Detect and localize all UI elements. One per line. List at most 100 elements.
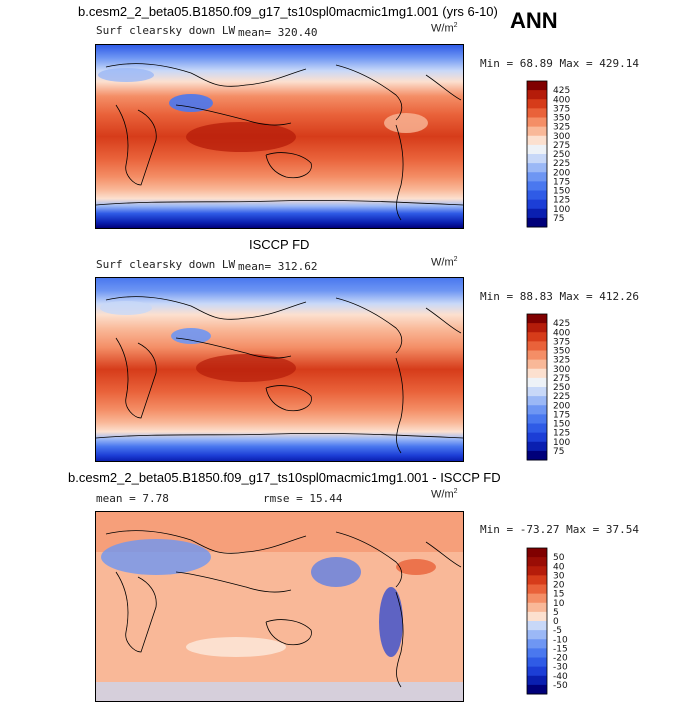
panel3-title: b.cesm2_2_beta05.B1850.f09_g17_ts10spl0m… [68, 470, 501, 485]
colorbar-bin [527, 666, 547, 677]
panel3-units: W/m2 [431, 488, 458, 501]
colorbar-tick-label: 200 [553, 401, 570, 411]
panel3-minmax: Min = -73.27 Max = 37.54 [480, 523, 639, 536]
colorbar-bin [527, 332, 547, 342]
colorbar-tick-label: 100 [553, 438, 570, 448]
colorbar-frame [526, 80, 548, 228]
colorbar-tick-label: 175 [553, 410, 570, 420]
colorbar-tick-label: 125 [553, 196, 570, 206]
panel1-map [95, 44, 464, 229]
colorbar-bin [527, 593, 547, 604]
colorbar-bin [527, 557, 547, 567]
panel2-mean: mean= 312.62 [238, 260, 318, 273]
colorbar-tick-label: -15 [553, 644, 568, 654]
panel1-units: W/m2 [431, 22, 458, 35]
colorbar-tick-label: 225 [553, 392, 570, 402]
colorbar-bin [527, 657, 547, 668]
colorbar-bin [527, 190, 547, 201]
colorbar-bin [527, 90, 547, 100]
colorbar-bin [527, 126, 547, 137]
colorbar-tick-label: 350 [553, 347, 570, 357]
colorbar-tick-label: 375 [553, 337, 570, 347]
colorbar-tick-label: 5 [553, 608, 559, 618]
colorbar-frame [526, 547, 548, 695]
colorbar-bin [527, 414, 547, 424]
colorbar-tick-label: 250 [553, 383, 570, 393]
colorbar-bin [527, 199, 547, 210]
colorbar-tick-label: 150 [553, 187, 570, 197]
colorbar-tick-label: 425 [553, 86, 570, 96]
colorbar-bin [527, 648, 547, 658]
colorbar-tick-label: -20 [553, 654, 568, 664]
colorbar-tick-label: 275 [553, 374, 570, 384]
colorbar-bin [527, 423, 547, 434]
colorbar-bin [527, 639, 547, 649]
colorbar-bin [527, 630, 547, 640]
colorbar-bin [527, 108, 547, 118]
panel2-variable: Surf clearsky down LW [96, 258, 236, 271]
colorbar-bin [527, 450, 547, 461]
colorbar-tick-label: 75 [553, 214, 564, 224]
colorbar-tick-label: 0 [553, 617, 559, 627]
colorbar-tick-label: -10 [553, 635, 568, 645]
panel1-minmax: Min = 68.89 Max = 429.14 [480, 57, 639, 70]
colorbar-bin [527, 396, 547, 406]
colorbar-bin [527, 548, 547, 558]
panel1-mean: mean= 320.40 [238, 26, 318, 39]
colorbar-bin [527, 621, 547, 631]
colorbar-bin [527, 684, 547, 695]
colorbar-tick-label: 400 [553, 95, 570, 105]
colorbar-bin [527, 172, 547, 182]
panel2-map [95, 277, 464, 462]
panel3-mean: mean = 7.78 [96, 492, 169, 505]
colorbar-tick-label: 100 [553, 205, 570, 215]
colorbar-tick-label: 30 [553, 571, 565, 581]
colorbar-tick-label: 375 [553, 104, 570, 114]
panel1-map-svg [96, 45, 463, 228]
colorbar-bin [527, 675, 547, 686]
colorbar-bin [527, 135, 547, 146]
colorbar-bin [527, 575, 547, 585]
colorbar-tick-label: 425 [553, 319, 570, 329]
colorbar-bin [527, 368, 547, 379]
colorbar-tick-label: 40 [553, 562, 565, 572]
colorbar-tick-label: 250 [553, 150, 570, 160]
colorbar-bin [527, 387, 547, 397]
panel2-title: ISCCP FD [249, 237, 310, 252]
colorbar-tick-label: -40 [553, 672, 568, 682]
panel1-title: b.cesm2_2_beta05.B1850.f09_g17_ts10spl0m… [78, 4, 498, 19]
colorbar-frame [526, 313, 548, 461]
panel2-colorbar-svg: 4254003753503253002752502252001751501251… [526, 313, 570, 461]
colorbar-tick-label: 125 [553, 429, 570, 439]
panel1-colorbar: 425 400 375 350 325 300 275 250 225 200 175 150 125 1… [520, 80, 600, 229]
colorbar-bin [527, 81, 547, 91]
colorbar-bin [527, 314, 547, 324]
panel2-minmax: Min = 88.83 Max = 412.26 [480, 290, 639, 303]
colorbar-tick-label: 300 [553, 365, 570, 375]
colorbar-tick-label: 325 [553, 123, 570, 133]
colorbar-bin [527, 611, 547, 622]
colorbar-tick-label: 225 [553, 159, 570, 169]
colorbar-tick-label: 300 [553, 132, 570, 142]
colorbar-tick-label: 10 [553, 599, 565, 609]
colorbar-bin [527, 154, 547, 164]
colorbar-bin [527, 566, 547, 576]
season-label: ANN [510, 8, 558, 33]
colorbar-bin [527, 117, 547, 128]
colorbar-tick-label: 325 [553, 356, 570, 366]
colorbar-bin [527, 377, 547, 388]
colorbar-tick-label: 350 [553, 114, 570, 124]
colorbar-tick-label: -30 [553, 663, 568, 673]
colorbar-bin [527, 144, 547, 155]
colorbar-tick-label: 150 [553, 420, 570, 430]
panel2-units: W/m2 [431, 256, 458, 269]
colorbar-tick-label: 175 [553, 177, 570, 187]
panel2-colorbar: 425 400 375 350 325 300 275 250 225 200 175 150 125 1… [520, 313, 600, 462]
colorbar-tick-label: 50 [553, 553, 565, 563]
colorbar-bin [527, 441, 547, 452]
panel3-rmse: rmse = 15.44 [263, 492, 343, 505]
colorbar-bin [527, 341, 547, 351]
panel1-colorbar-svg: 4254003753503253002752502252001751501251… [526, 80, 570, 228]
colorbar-bin [527, 217, 547, 228]
